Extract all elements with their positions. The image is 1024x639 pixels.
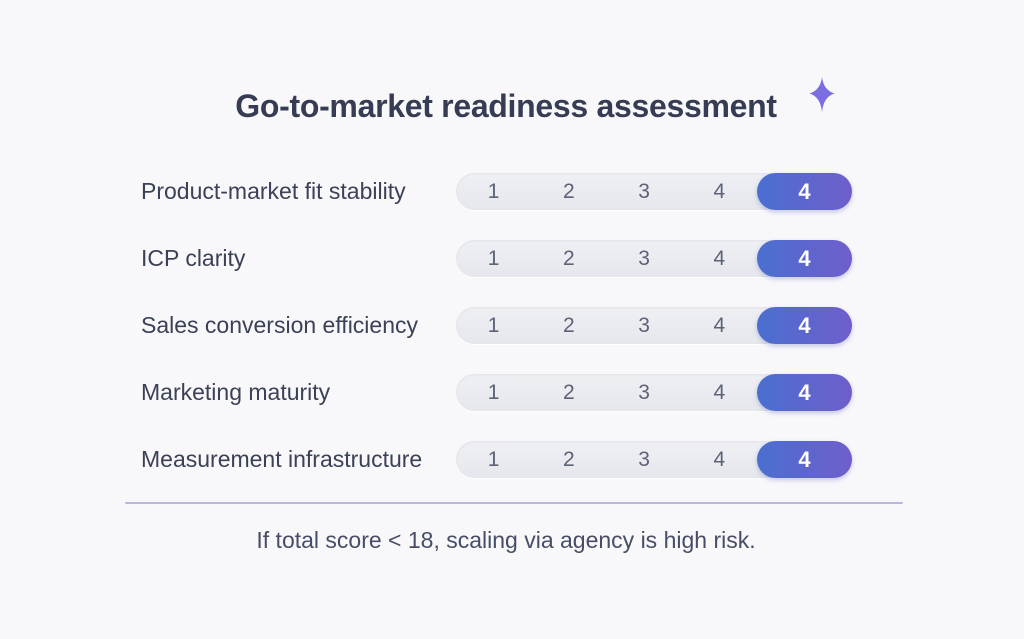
scale-option-1[interactable]: 1 (487, 179, 500, 203)
scale-option-3[interactable]: 3 (638, 447, 650, 471)
scale-option-3[interactable]: 3 (638, 380, 650, 404)
assessment-row-sales-conversion: Sales conversion efficiency 1 2 3 4 4 (141, 307, 852, 344)
scale-option-2[interactable]: 2 (563, 447, 575, 471)
assessment-list: Product-market fit stability 1 2 3 4 4 I… (141, 173, 852, 508)
scale-option-4[interactable]: 4 (713, 380, 726, 404)
scale-option-1[interactable]: 1 (487, 246, 500, 270)
scale-option-1[interactable]: 1 (487, 380, 500, 404)
scale-option-4[interactable]: 4 (713, 447, 726, 471)
scale-option-3[interactable]: 3 (638, 313, 650, 337)
rating-scale: 1 2 3 4 4 (456, 173, 852, 210)
scale-option-2[interactable]: 2 (563, 313, 575, 337)
scale-option-1[interactable]: 1 (487, 313, 500, 337)
rating-scale: 1 2 3 4 4 (456, 441, 852, 478)
rating-scale: 1 2 3 4 4 (456, 240, 852, 277)
selected-score-pill[interactable]: 4 (757, 307, 852, 344)
selected-score-pill[interactable]: 4 (757, 374, 852, 411)
assessment-row-marketing-maturity: Marketing maturity 1 2 3 4 4 (141, 374, 852, 411)
rating-scale: 1 2 3 4 4 (456, 307, 852, 344)
criterion-label: Marketing maturity (141, 379, 331, 405)
scale-option-4[interactable]: 4 (713, 179, 726, 203)
selected-score-pill[interactable]: 4 (757, 240, 852, 277)
scale-option-3[interactable]: 3 (638, 179, 650, 203)
assessment-row-product-market-fit: Product-market fit stability 1 2 3 4 4 (141, 173, 852, 210)
criterion-label: Measurement infrastructure (141, 446, 423, 472)
page-title: Go-to-market readiness assessment (235, 88, 777, 124)
sparkle-icon (808, 76, 836, 114)
scale-option-3[interactable]: 3 (638, 246, 650, 270)
scale-option-4[interactable]: 4 (713, 313, 726, 337)
criterion-label: Product-market fit stability (141, 178, 406, 204)
criterion-label: Sales conversion efficiency (141, 312, 418, 338)
rating-scale: 1 2 3 4 4 (456, 374, 852, 411)
assessment-row-icp-clarity: ICP clarity 1 2 3 4 4 (141, 240, 852, 277)
scale-option-2[interactable]: 2 (563, 380, 575, 404)
criterion-label: ICP clarity (141, 245, 246, 271)
scale-option-1[interactable]: 1 (487, 447, 500, 471)
assessment-row-measurement-infrastructure: Measurement infrastructure 1 2 3 4 4 (141, 441, 852, 478)
scale-option-4[interactable]: 4 (713, 246, 726, 270)
scale-option-2[interactable]: 2 (563, 179, 575, 203)
scale-option-2[interactable]: 2 (563, 246, 575, 270)
selected-score-pill[interactable]: 4 (757, 441, 852, 478)
selected-score-pill[interactable]: 4 (757, 173, 852, 210)
footer-note: If total score < 18, scaling via agency … (256, 527, 756, 553)
divider (125, 502, 903, 504)
